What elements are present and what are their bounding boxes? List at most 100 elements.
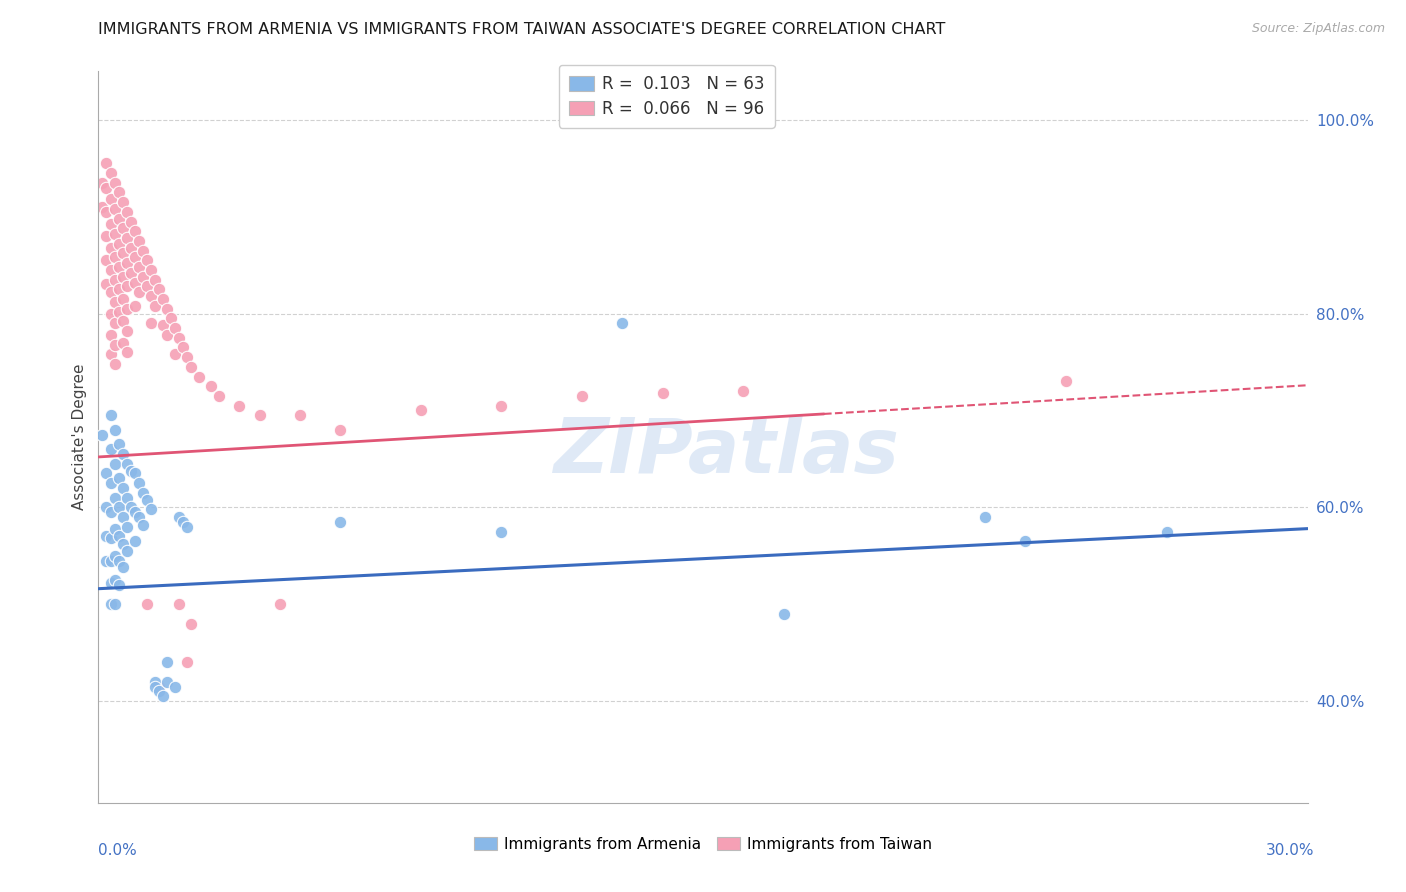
Point [103, 522, 125, 536]
Point [107, 260, 129, 274]
Point [135, 492, 157, 507]
Point [103, 202, 125, 216]
Point [167, 510, 190, 524]
Point [107, 471, 129, 485]
Point [115, 324, 138, 338]
Point [103, 316, 125, 330]
Point [612, 316, 634, 330]
Point [115, 231, 138, 245]
Point [103, 491, 125, 505]
Point [409, 403, 432, 417]
Point [288, 409, 311, 423]
Point [100, 553, 122, 567]
Point [111, 447, 134, 461]
Point [124, 534, 146, 549]
Point [180, 616, 202, 631]
Point [115, 519, 138, 533]
Point [167, 597, 190, 611]
Point [100, 263, 122, 277]
Point [132, 517, 155, 532]
Point [120, 500, 142, 515]
Point [100, 327, 122, 342]
Point [120, 463, 142, 477]
Point [100, 192, 122, 206]
Point [269, 597, 291, 611]
Point [115, 301, 138, 316]
Point [111, 560, 134, 574]
Point [148, 680, 170, 694]
Point [156, 656, 179, 670]
Point [167, 331, 190, 345]
Point [156, 301, 179, 316]
Point [148, 684, 170, 698]
Text: 0.0%: 0.0% [98, 843, 138, 858]
Point [163, 321, 186, 335]
Point [200, 379, 222, 393]
Point [107, 186, 129, 200]
Point [120, 266, 142, 280]
Point [139, 263, 162, 277]
Point [124, 251, 146, 265]
Y-axis label: Associate's Degree: Associate's Degree [72, 364, 87, 510]
Point [107, 304, 129, 318]
Point [128, 476, 150, 491]
Point [132, 244, 155, 258]
Point [974, 510, 997, 524]
Point [107, 437, 129, 451]
Text: ZIPatlas: ZIPatlas [554, 415, 900, 489]
Point [96, 277, 118, 292]
Point [100, 476, 122, 491]
Point [651, 386, 673, 401]
Point [103, 251, 125, 265]
Point [103, 176, 125, 190]
Point [111, 314, 134, 328]
Point [107, 236, 129, 251]
Point [120, 241, 142, 255]
Point [120, 214, 142, 228]
Point [111, 481, 134, 495]
Point [148, 282, 170, 296]
Point [100, 241, 122, 255]
Point [91, 200, 114, 214]
Point [163, 347, 186, 361]
Point [249, 409, 271, 423]
Point [103, 357, 125, 371]
Point [115, 491, 138, 505]
Text: Source: ZipAtlas.com: Source: ZipAtlas.com [1251, 22, 1385, 36]
Point [107, 553, 129, 567]
Point [115, 204, 138, 219]
Point [176, 656, 198, 670]
Point [103, 337, 125, 351]
Point [491, 399, 513, 413]
Point [143, 674, 166, 689]
Point [124, 299, 146, 313]
Point [91, 176, 114, 190]
Point [100, 531, 122, 545]
Point [111, 195, 134, 210]
Point [132, 269, 155, 284]
Point [115, 256, 138, 270]
Point [103, 423, 125, 437]
Point [111, 335, 134, 350]
Point [172, 515, 194, 529]
Point [128, 234, 150, 248]
Point [124, 467, 146, 481]
Point [143, 680, 166, 694]
Point [139, 289, 162, 303]
Text: IMMIGRANTS FROM ARMENIA VS IMMIGRANTS FROM TAIWAN ASSOCIATE'S DEGREE CORRELATION: IMMIGRANTS FROM ARMENIA VS IMMIGRANTS FR… [98, 22, 946, 37]
Point [96, 500, 118, 515]
Point [96, 180, 118, 194]
Point [111, 510, 134, 524]
Point [180, 359, 202, 374]
Point [111, 269, 134, 284]
Point [115, 279, 138, 293]
Point [100, 409, 122, 423]
Point [96, 253, 118, 268]
Point [176, 519, 198, 533]
Point [96, 553, 118, 567]
Point [188, 369, 211, 384]
Legend: Immigrants from Armenia, Immigrants from Taiwan: Immigrants from Armenia, Immigrants from… [467, 830, 939, 860]
Point [103, 227, 125, 241]
Point [329, 515, 352, 529]
Point [571, 389, 593, 403]
